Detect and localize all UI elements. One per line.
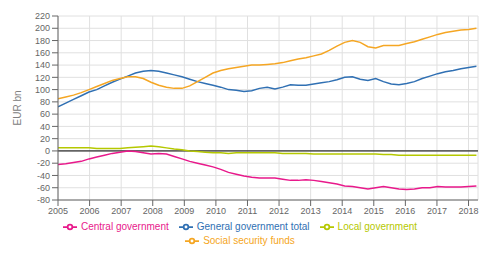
svg-text:-60: -60: [37, 183, 50, 193]
html-text:Social security funds: Social security funds: [203, 234, 295, 246]
svg-text:2018: 2018: [459, 206, 479, 216]
svg-text:80: 80: [40, 97, 50, 107]
svg-text:140: 140: [35, 60, 50, 70]
svg-text:2008: 2008: [143, 206, 163, 216]
svg-text:2016: 2016: [395, 206, 415, 216]
svg-text:2009: 2009: [174, 206, 194, 216]
svg-text:2012: 2012: [269, 206, 289, 216]
svg-text:100: 100: [35, 85, 50, 95]
svg-text:2010: 2010: [206, 206, 226, 216]
html-text:Local government: Local government: [337, 220, 418, 232]
svg-text:2007: 2007: [111, 206, 131, 216]
svg-text:-20: -20: [37, 158, 50, 168]
svg-text:2006: 2006: [80, 206, 100, 216]
html-text:General government total: General government total: [196, 220, 310, 232]
svg-text:0: 0: [45, 146, 50, 156]
svg-text:2011: 2011: [238, 206, 257, 216]
svg-text:2017: 2017: [427, 206, 447, 216]
svg-text:2014: 2014: [332, 206, 352, 216]
svg-text:-40: -40: [37, 171, 50, 181]
svg-text:-80: -80: [37, 195, 50, 205]
svg-text:20: 20: [40, 134, 50, 144]
svg-text:220: 220: [35, 11, 50, 21]
svg-text:40: 40: [40, 122, 50, 132]
svg-text:2015: 2015: [364, 206, 384, 216]
svg-text:180: 180: [35, 36, 50, 46]
svg-text:200: 200: [35, 23, 50, 33]
html-text:Central government: Central government: [80, 220, 169, 232]
svg-text:60: 60: [40, 109, 50, 119]
svg-text:2005: 2005: [48, 206, 68, 216]
svg-text:EUR bn: EUR bn: [12, 90, 23, 125]
svg-text:160: 160: [35, 48, 50, 58]
svg-text:2013: 2013: [301, 206, 321, 216]
svg-text:120: 120: [35, 73, 50, 83]
